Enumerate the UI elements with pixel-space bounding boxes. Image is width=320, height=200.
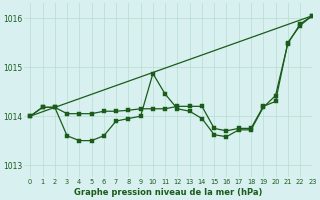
X-axis label: Graphe pression niveau de la mer (hPa): Graphe pression niveau de la mer (hPa)	[74, 188, 262, 197]
